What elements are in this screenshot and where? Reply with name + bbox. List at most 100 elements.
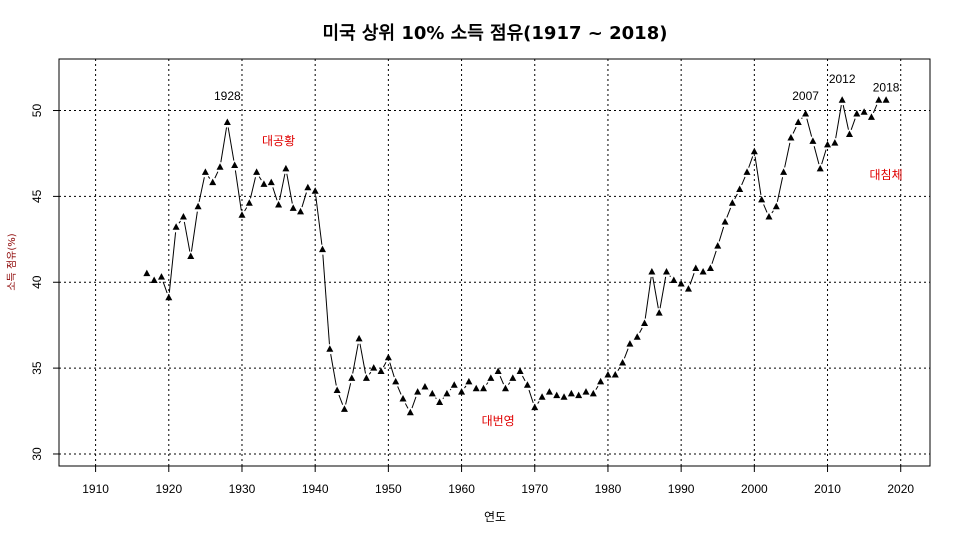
- x-tick-label: 1980: [595, 482, 622, 496]
- series-line-segment: [639, 327, 643, 334]
- series-line-segment: [652, 276, 659, 309]
- series-line-segment: [411, 396, 417, 409]
- data-point: [677, 279, 685, 287]
- data-point: [765, 212, 773, 220]
- series-line-segment: [617, 366, 621, 371]
- y-tick-label: 50: [30, 104, 44, 118]
- data-point: [187, 252, 195, 259]
- data-points: [143, 96, 890, 416]
- series-line-segment: [522, 375, 526, 382]
- data-point: [670, 276, 678, 284]
- data-point: [706, 264, 714, 272]
- data-point: [743, 168, 751, 175]
- data-point: [179, 212, 187, 220]
- series-line-segment: [806, 118, 813, 137]
- data-point: [465, 377, 473, 385]
- data-point: [326, 345, 334, 352]
- grid-lines: [59, 59, 930, 466]
- data-point: [333, 386, 341, 393]
- x-tick-label: 1950: [375, 482, 402, 496]
- data-point: [692, 264, 700, 272]
- data-point: [209, 178, 217, 186]
- x-tick-label: 1930: [229, 482, 256, 496]
- data-point: [802, 109, 810, 117]
- data-point: [377, 367, 385, 375]
- data-point: [538, 393, 546, 400]
- data-point: [231, 161, 239, 168]
- data-point: [867, 113, 875, 120]
- data-point: [472, 384, 480, 392]
- series-line-segment: [872, 104, 878, 113]
- data-point: [150, 276, 158, 284]
- data-point: [560, 393, 568, 400]
- data-point: [194, 202, 202, 210]
- data-point: [362, 374, 370, 381]
- series-line-segment: [345, 383, 352, 405]
- data-point: [289, 204, 297, 211]
- series-line-segment: [754, 156, 762, 195]
- data-point: [838, 96, 846, 103]
- y-tick-label: 45: [30, 189, 44, 203]
- data-point: [143, 269, 151, 277]
- y-tick-label: 35: [30, 361, 44, 375]
- y-axis-label: 소득 점유(%): [6, 233, 18, 290]
- data-point: [223, 118, 231, 126]
- series-line-segment: [227, 127, 235, 161]
- data-point: [494, 367, 502, 375]
- annotation-label: 대공황: [262, 134, 295, 148]
- data-point: [260, 180, 268, 187]
- series-line-segment: [734, 193, 738, 200]
- data-point: [509, 374, 517, 381]
- series-line-segment: [207, 176, 211, 179]
- data-point: [450, 381, 458, 388]
- data-point: [516, 367, 524, 375]
- series-line-segment: [330, 354, 337, 386]
- data-point: [172, 223, 180, 230]
- series-line-segment: [801, 117, 803, 120]
- x-tick-label: 1960: [448, 482, 475, 496]
- data-point: [853, 109, 861, 117]
- data-point: [611, 370, 619, 378]
- x-tick-label: 1920: [155, 482, 182, 496]
- data-point: [684, 285, 692, 292]
- series-line-segment: [220, 127, 228, 163]
- annotation-label: 대번영: [482, 414, 515, 428]
- series-line-segment: [499, 375, 504, 385]
- series-line-segment: [178, 220, 181, 224]
- data-point: [641, 319, 649, 326]
- data-point: [531, 403, 539, 411]
- series-line-segment: [315, 196, 323, 245]
- data-point: [348, 374, 356, 381]
- series-line-segment: [190, 211, 198, 252]
- series-line-segment: [726, 207, 732, 218]
- series-line-segment: [382, 361, 387, 368]
- data-point: [384, 353, 392, 361]
- data-point: [275, 200, 283, 208]
- series-line-segment: [279, 173, 286, 201]
- series-line-segment: [464, 385, 467, 389]
- x-tick-label: 1990: [668, 482, 695, 496]
- data-point: [414, 388, 422, 395]
- data-point: [824, 140, 832, 148]
- data-point: [875, 96, 883, 103]
- data-point: [165, 293, 173, 301]
- data-point: [267, 178, 275, 186]
- x-tick-label: 1940: [302, 482, 329, 496]
- series-line-segment: [842, 105, 849, 130]
- series-line-segment: [771, 210, 774, 214]
- data-point: [750, 147, 758, 155]
- data-point: [882, 96, 890, 103]
- x-tick-label: 2010: [814, 482, 841, 496]
- series-line-segment: [397, 386, 402, 395]
- series-line-segment: [748, 156, 754, 168]
- x-tick-label: 1970: [521, 482, 548, 496]
- x-tick-label: 2000: [741, 482, 768, 496]
- data-point: [772, 202, 780, 210]
- data-point: [582, 388, 590, 395]
- series-line-segment: [168, 232, 177, 293]
- data-point: [721, 218, 729, 225]
- data-point: [655, 309, 663, 316]
- data-point: [626, 340, 634, 347]
- data-point: [282, 164, 290, 172]
